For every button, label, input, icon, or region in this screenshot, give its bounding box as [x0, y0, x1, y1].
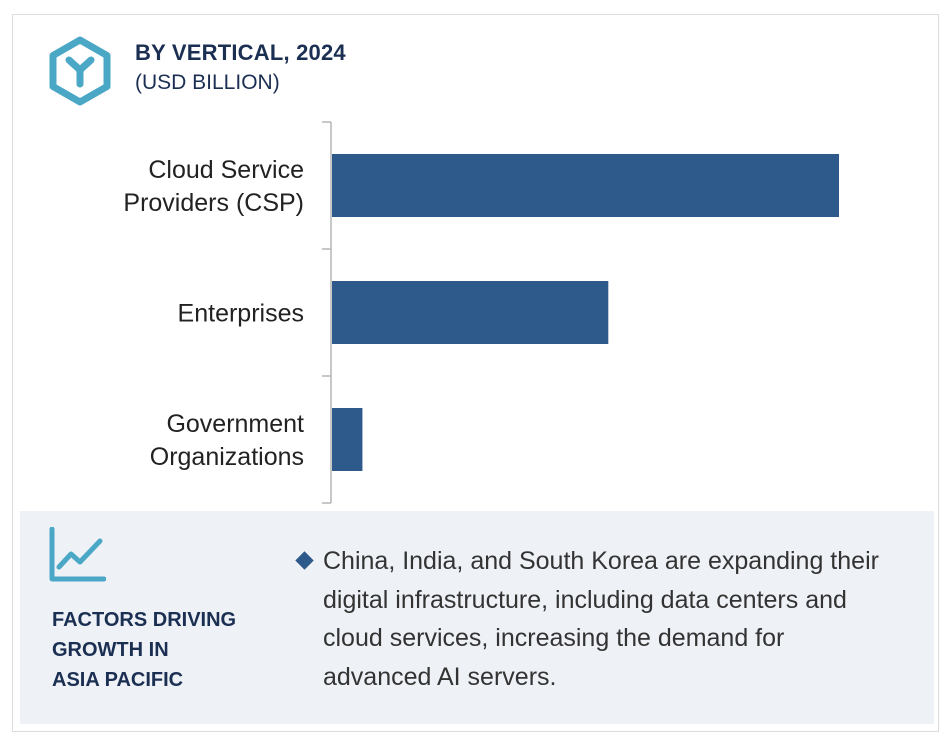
category-label: Enterprises — [178, 300, 304, 328]
category-label: Government Organizations — [150, 410, 304, 471]
factors-heading: FACTORS DRIVING GROWTH IN ASIA PACIFIC — [52, 605, 236, 695]
category-label-line: Cloud Service — [148, 156, 304, 184]
factors-heading-line: FACTORS DRIVING — [52, 609, 237, 631]
factor-bullet-text: China, India, and South Korea are expand… — [323, 547, 879, 691]
category-label-line: Enterprises — [178, 300, 304, 328]
bar-chart: Cloud Service Providers (CSP) Enterprises G… — [123, 121, 839, 504]
chart-subtitle: (USD BILLION) — [135, 71, 280, 94]
bar — [332, 408, 363, 471]
factors-panel — [20, 511, 934, 724]
bar — [332, 154, 839, 217]
line-chart-trend-icon — [49, 527, 106, 582]
category-label-line: Government — [166, 410, 304, 438]
factors-heading-line: ASIA PACIFIC — [52, 669, 184, 691]
category-label-line: Providers (CSP) — [123, 189, 304, 217]
chart-title: BY VERTICAL, 2024 — [135, 40, 346, 65]
category-label-line: Organizations — [150, 443, 304, 471]
category-label: Cloud Service Providers (CSP) — [123, 156, 304, 217]
bar — [332, 281, 609, 344]
factors-heading-line: GROWTH IN — [52, 639, 169, 661]
hexagon-y-logo-icon — [49, 36, 111, 106]
